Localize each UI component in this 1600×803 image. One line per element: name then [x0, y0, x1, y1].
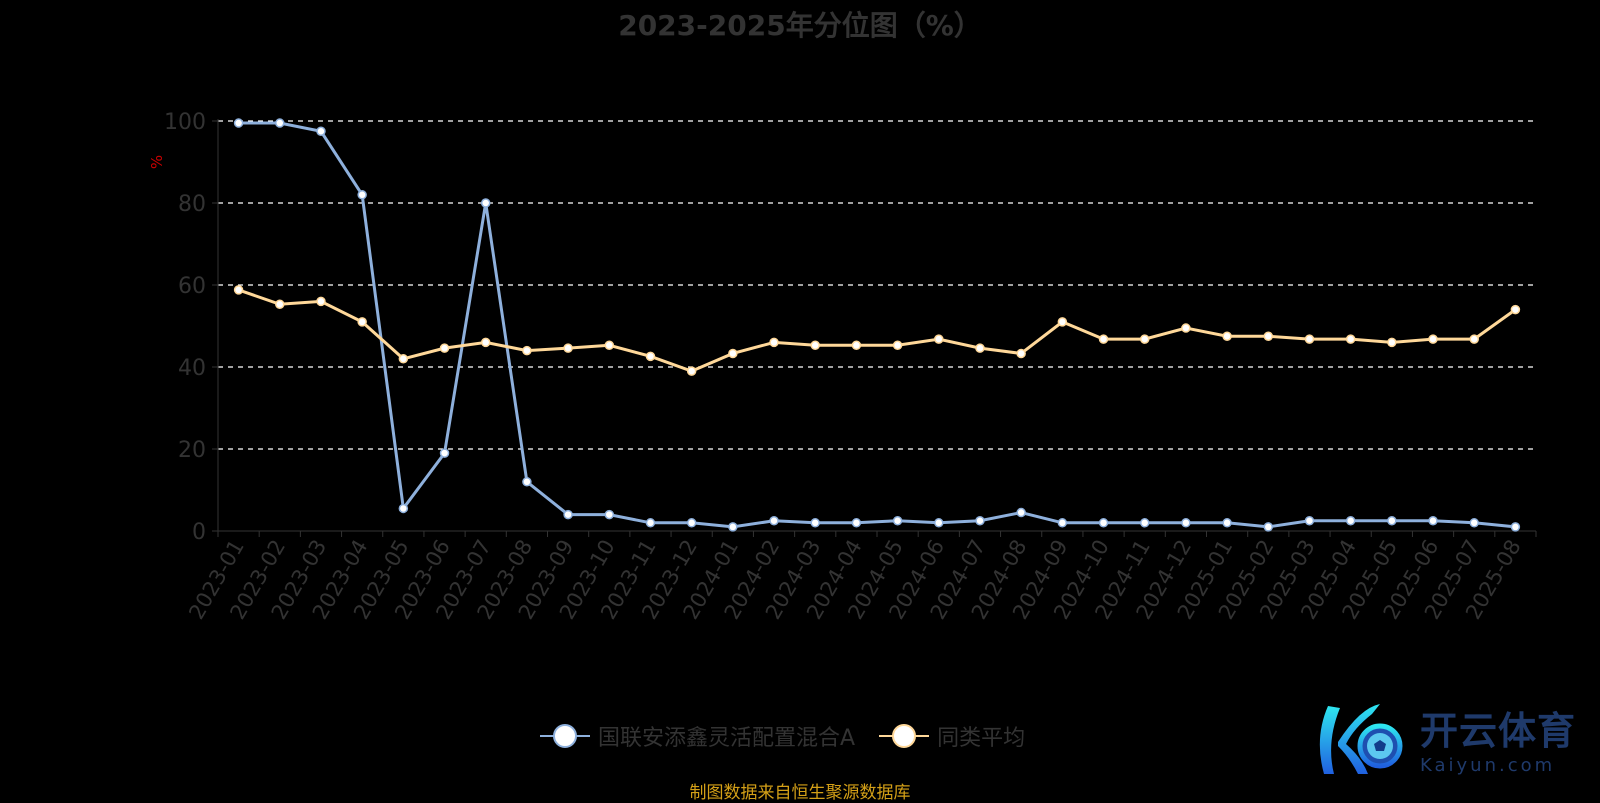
y-axis-label: % [148, 155, 166, 169]
kaiyun-logo-icon [1319, 704, 1403, 774]
data-point-1 [1016, 348, 1026, 359]
data-point-1 [1469, 334, 1479, 344]
data-point-0 [728, 522, 738, 532]
data-point-0 [1057, 518, 1068, 528]
data-point-0 [1139, 518, 1150, 528]
data-point-0 [563, 509, 573, 520]
data-point-0 [975, 516, 985, 526]
data-point-1 [851, 340, 862, 351]
data-point-0 [357, 190, 367, 200]
chart-title: 2023-2025年分位图（%） [618, 9, 982, 42]
data-point-1 [522, 345, 532, 356]
data-point-1 [1098, 334, 1109, 344]
data-point-0 [810, 518, 820, 528]
data-point-0 [645, 518, 656, 528]
series-line-0 [238, 121, 1516, 529]
y-tick-label: 60 [178, 274, 206, 299]
data-point-1 [1345, 334, 1356, 344]
data-point-0 [316, 126, 326, 136]
legend-marker-average-icon [879, 724, 930, 748]
source-note: 制图数据来自恒生聚源数据库 [689, 783, 911, 803]
y-tick-label: 100 [164, 110, 206, 135]
data-point-0 [1345, 516, 1356, 526]
data-point-0 [1222, 518, 1232, 528]
data-point-1 [233, 285, 244, 295]
data-point-1 [686, 366, 697, 376]
data-point-0 [398, 503, 409, 514]
data-point-0 [1098, 518, 1109, 528]
data-point-0 [1181, 518, 1191, 528]
data-point-0 [851, 518, 862, 528]
data-point-1 [1263, 331, 1274, 341]
legend-marker-fund-icon [540, 724, 590, 748]
data-point-1 [769, 337, 779, 348]
watermark-en: Kaiyun.com [1420, 755, 1556, 776]
legend-item-average[interactable]: 同类平均 [879, 720, 1025, 752]
data-point-0 [480, 198, 491, 208]
data-point-1 [1057, 317, 1068, 327]
data-point-1 [1304, 334, 1315, 344]
data-point-1 [439, 343, 450, 353]
data-point-0 [233, 118, 244, 128]
data-point-0 [1428, 516, 1438, 526]
data-point-0 [686, 518, 697, 528]
legend-item-fund[interactable]: 国联安添鑫灵活配置混合A [540, 720, 855, 752]
watermark-logo: 开云体育 Kaiyun.com [1310, 698, 1576, 778]
data-point-1 [357, 317, 367, 327]
data-point-1 [934, 334, 944, 344]
data-point-0 [522, 477, 532, 487]
series-line-1 [238, 288, 1517, 373]
data-point-0 [769, 516, 779, 526]
data-point-0 [439, 448, 450, 458]
data-point-1 [975, 343, 985, 353]
data-point-0 [1510, 522, 1521, 532]
data-point-1 [1139, 334, 1150, 344]
data-point-0 [934, 518, 944, 528]
data-point-1 [1428, 334, 1438, 344]
data-point-0 [604, 509, 615, 520]
data-point-1 [892, 340, 903, 351]
data-point-0 [1016, 507, 1026, 518]
data-point-1 [810, 340, 820, 351]
data-point-1 [1510, 304, 1521, 315]
data-point-1 [604, 340, 615, 351]
data-point-0 [1304, 516, 1315, 526]
y-tick-label: 80 [178, 192, 206, 217]
data-point-0 [892, 516, 903, 526]
data-point-1 [728, 348, 738, 359]
legend-label-fund: 国联安添鑫灵活配置混合A [598, 726, 856, 751]
legend-label-average: 同类平均 [937, 726, 1026, 751]
y-tick-label: 40 [178, 356, 206, 381]
data-point-0 [1469, 518, 1479, 528]
data-point-1 [275, 299, 285, 310]
data-point-1 [398, 354, 409, 364]
y-tick-label: 20 [178, 438, 206, 463]
data-point-1 [563, 343, 573, 353]
data-point-1 [316, 296, 326, 307]
y-tick-label: 0 [192, 520, 206, 545]
data-point-0 [1263, 522, 1274, 532]
data-point-1 [1387, 337, 1397, 348]
data-point-1 [1222, 331, 1232, 341]
data-point-0 [275, 118, 285, 128]
watermark-cn: 开云体育 [1420, 709, 1577, 753]
data-point-1 [645, 351, 656, 362]
legend: 国联安添鑫灵活配置混合A 同类平均 [540, 720, 1049, 752]
data-point-1 [1181, 323, 1191, 333]
data-point-1 [480, 337, 491, 348]
data-point-0 [1387, 516, 1397, 526]
